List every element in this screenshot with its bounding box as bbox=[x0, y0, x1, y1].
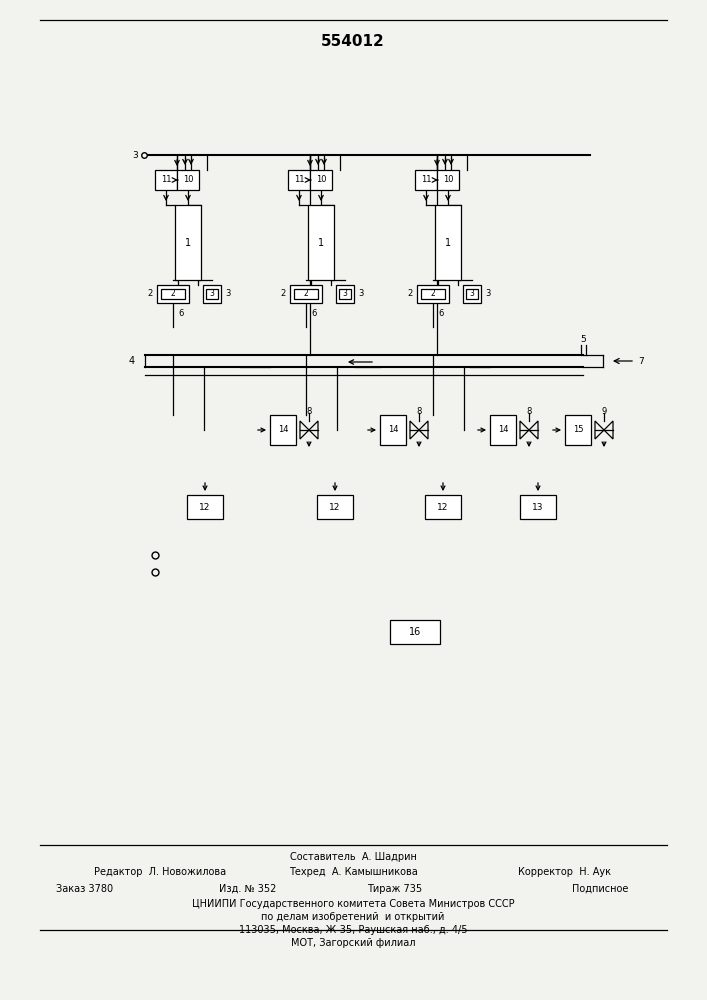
Text: 14: 14 bbox=[498, 426, 508, 434]
Text: 2: 2 bbox=[408, 290, 413, 298]
Bar bbox=[565, 415, 591, 445]
Text: 2: 2 bbox=[303, 290, 308, 298]
Text: Заказ 3780: Заказ 3780 bbox=[57, 884, 114, 894]
Text: Составитель  А. Шадрин: Составитель А. Шадрин bbox=[290, 852, 416, 862]
Text: 11: 11 bbox=[421, 176, 431, 184]
Bar bbox=[294, 289, 318, 299]
Text: 12: 12 bbox=[438, 502, 449, 512]
Bar bbox=[339, 289, 351, 299]
Text: МОТ, Загорский филиал: МОТ, Загорский филиал bbox=[291, 938, 415, 948]
Bar bbox=[317, 495, 353, 519]
Bar bbox=[490, 415, 516, 445]
Bar bbox=[466, 289, 478, 299]
Text: 12: 12 bbox=[329, 502, 341, 512]
Text: 13: 13 bbox=[532, 502, 544, 512]
Text: ЦНИИПИ Государственного комитета Совета Министров СССР: ЦНИИПИ Государственного комитета Совета … bbox=[192, 899, 514, 909]
Bar bbox=[290, 285, 322, 303]
Text: 14: 14 bbox=[278, 426, 288, 434]
Text: 3: 3 bbox=[358, 290, 363, 298]
Bar bbox=[175, 205, 201, 280]
Text: 1: 1 bbox=[185, 237, 191, 247]
Text: Изд. № 352: Изд. № 352 bbox=[219, 884, 276, 894]
Text: 11: 11 bbox=[160, 176, 171, 184]
Text: Техред  А. Камышникова: Техред А. Камышникова bbox=[288, 867, 417, 877]
Bar bbox=[270, 415, 296, 445]
Bar bbox=[187, 495, 223, 519]
Text: 10: 10 bbox=[316, 176, 326, 184]
Text: по делам изобретений  и открытий: по делам изобретений и открытий bbox=[262, 912, 445, 922]
Text: 14: 14 bbox=[387, 426, 398, 434]
Text: 2: 2 bbox=[170, 290, 175, 298]
Bar bbox=[463, 285, 481, 303]
Text: Тираж 735: Тираж 735 bbox=[368, 884, 423, 894]
Text: 3: 3 bbox=[485, 290, 491, 298]
Text: 15: 15 bbox=[573, 426, 583, 434]
Bar bbox=[308, 205, 334, 280]
Bar bbox=[437, 170, 459, 190]
Bar bbox=[177, 170, 199, 190]
Bar bbox=[415, 170, 437, 190]
Bar bbox=[310, 170, 332, 190]
Text: 6: 6 bbox=[178, 308, 183, 318]
Text: 16: 16 bbox=[409, 627, 421, 637]
Text: 3: 3 bbox=[132, 150, 138, 159]
Text: 3: 3 bbox=[469, 290, 474, 298]
Text: 10: 10 bbox=[182, 176, 193, 184]
Bar bbox=[435, 205, 461, 280]
Text: 7: 7 bbox=[638, 357, 644, 365]
Text: 3: 3 bbox=[209, 290, 214, 298]
Bar bbox=[380, 415, 406, 445]
Text: 113035, Москва, Ж-35, Раушская наб., д. 4/5: 113035, Москва, Ж-35, Раушская наб., д. … bbox=[239, 925, 467, 935]
Bar bbox=[390, 620, 440, 644]
Text: 1: 1 bbox=[318, 237, 324, 247]
Bar bbox=[336, 285, 354, 303]
Text: Редактор  Л. Новожилова: Редактор Л. Новожилова bbox=[94, 867, 226, 877]
Bar bbox=[520, 495, 556, 519]
Text: 2: 2 bbox=[431, 290, 436, 298]
Bar bbox=[155, 170, 177, 190]
Text: 6: 6 bbox=[311, 308, 316, 318]
Text: 6: 6 bbox=[438, 308, 443, 318]
Bar bbox=[206, 289, 218, 299]
Text: 3: 3 bbox=[343, 290, 347, 298]
Bar bbox=[421, 289, 445, 299]
Bar bbox=[417, 285, 449, 303]
Text: 8: 8 bbox=[526, 406, 532, 416]
Text: 2: 2 bbox=[281, 290, 286, 298]
Text: 4: 4 bbox=[129, 356, 135, 366]
Text: 1: 1 bbox=[445, 237, 451, 247]
Text: Корректор  Н. Аук: Корректор Н. Аук bbox=[518, 867, 612, 877]
Text: 10: 10 bbox=[443, 176, 453, 184]
Bar bbox=[425, 495, 461, 519]
Text: 8: 8 bbox=[306, 406, 312, 416]
Bar bbox=[288, 170, 310, 190]
Text: 3: 3 bbox=[225, 290, 230, 298]
Text: 8: 8 bbox=[416, 406, 421, 416]
Bar bbox=[157, 285, 189, 303]
Text: 9: 9 bbox=[602, 406, 607, 416]
Text: 5: 5 bbox=[580, 336, 586, 344]
Bar bbox=[161, 289, 185, 299]
Text: 11: 11 bbox=[293, 176, 304, 184]
Text: 554012: 554012 bbox=[321, 34, 385, 49]
Text: 2: 2 bbox=[148, 290, 153, 298]
Bar bbox=[203, 285, 221, 303]
Text: Подписное: Подписное bbox=[572, 884, 629, 894]
Text: 12: 12 bbox=[199, 502, 211, 512]
